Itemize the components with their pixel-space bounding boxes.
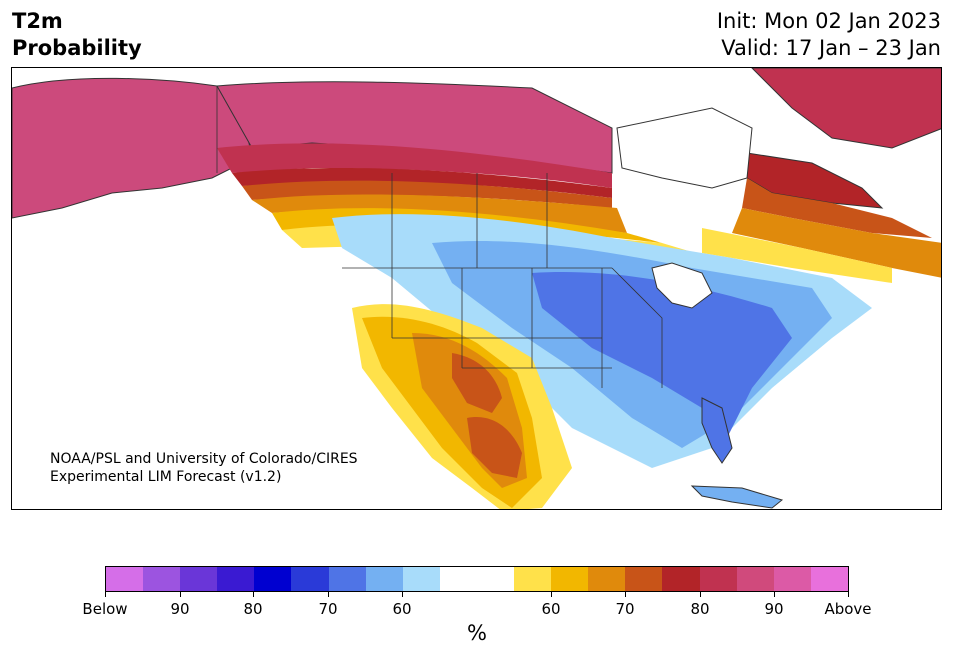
region-quebec-red bbox=[746, 152, 884, 209]
probability-map: NOAA/PSL and University of Colorado/CIRE… bbox=[11, 67, 942, 510]
colorbar-swatch bbox=[365, 567, 403, 591]
colorbar-swatch bbox=[773, 567, 811, 591]
region-greenland bbox=[751, 68, 941, 149]
colorbar-swatch bbox=[810, 567, 848, 591]
colorbar-tick bbox=[774, 592, 775, 597]
colorbar-swatch bbox=[476, 567, 515, 591]
colorbar-tick-label: 70 bbox=[615, 600, 635, 618]
colorbar-swatch bbox=[217, 567, 255, 591]
colorbar-unit: % bbox=[467, 621, 487, 645]
region-band-orange bbox=[252, 194, 627, 233]
colorbar-swatch bbox=[662, 567, 700, 591]
region-quebec-rust bbox=[742, 178, 932, 238]
colorbar-swatch bbox=[180, 567, 218, 591]
colorbar-swatch bbox=[699, 567, 737, 591]
colorbar-tick bbox=[700, 592, 701, 597]
forecast-dates: Init: Mon 02 Jan 2023 Valid: 17 Jan – 23… bbox=[717, 8, 941, 62]
region-hudson-white bbox=[616, 107, 753, 189]
region-florida bbox=[701, 397, 733, 464]
colorbar-tick-label: 60 bbox=[541, 600, 561, 618]
colorbar-tick-label: 80 bbox=[243, 600, 263, 618]
region-quebec-orange bbox=[732, 208, 941, 278]
colorbar-tick bbox=[848, 592, 849, 597]
region-alaska bbox=[12, 77, 253, 219]
region-band-darkred bbox=[232, 168, 612, 198]
colorbar-tick bbox=[551, 592, 552, 597]
region-mexico-rust bbox=[467, 417, 522, 478]
init-date: Init: Mon 02 Jan 2023 bbox=[716, 9, 941, 33]
colorbar-tick bbox=[253, 592, 254, 597]
colorbar-tick-label: 90 bbox=[764, 600, 784, 618]
colorbar-swatch bbox=[254, 567, 292, 591]
colorbar-tick-label: Below bbox=[82, 600, 128, 618]
credit-line-1: NOAA/PSL and University of Colorado/CIRE… bbox=[50, 451, 358, 467]
region-great-lakes bbox=[651, 262, 713, 309]
colorbar-tick-label: Above bbox=[824, 600, 872, 618]
map-title: T2m Probability bbox=[12, 8, 142, 62]
region-cuba bbox=[690, 485, 784, 509]
colorbar-swatch bbox=[439, 567, 477, 591]
region-band-rust bbox=[242, 180, 612, 208]
region-band-red bbox=[217, 143, 612, 188]
valid-date: Valid: 17 Jan – 23 Jan bbox=[721, 36, 941, 60]
colorbar-swatch bbox=[328, 567, 366, 591]
credit-line-2: Experimental LIM Forecast (v1.2) bbox=[50, 469, 282, 485]
map-credit: NOAA/PSL and University of Colorado/CIRE… bbox=[50, 450, 358, 486]
colorbar-tick-label: 80 bbox=[690, 600, 710, 618]
colorbar-swatch bbox=[402, 567, 440, 591]
colorbar-tick bbox=[105, 592, 106, 597]
colorbar-swatch bbox=[625, 567, 663, 591]
colorbar-tick-label: 70 bbox=[318, 600, 338, 618]
title-line-1: T2m bbox=[12, 9, 63, 33]
colorbar-swatch bbox=[143, 567, 181, 591]
colorbar-tick-label: 60 bbox=[392, 600, 412, 618]
colorbar-tick-label: 90 bbox=[170, 600, 190, 618]
region-quebec-yellow bbox=[702, 228, 892, 283]
state-borders bbox=[216, 86, 663, 388]
colorbar-tick bbox=[402, 592, 403, 597]
colorbar-swatch bbox=[106, 567, 144, 591]
map-svg bbox=[12, 68, 941, 509]
colorbar-swatch bbox=[551, 567, 589, 591]
colorbar-swatch bbox=[514, 567, 552, 591]
title-line-2: Probability bbox=[12, 36, 142, 60]
colorbar-tick bbox=[180, 592, 181, 597]
colorbar-tick bbox=[328, 592, 329, 597]
colorbar bbox=[105, 566, 849, 592]
colorbar-swatch bbox=[291, 567, 329, 591]
colorbar-swatch bbox=[736, 567, 774, 591]
colorbar-tick bbox=[625, 592, 626, 597]
colorbar-swatch bbox=[588, 567, 626, 591]
